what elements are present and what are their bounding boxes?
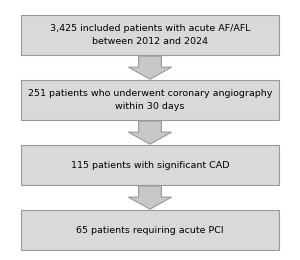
Text: 251 patients who underwent coronary angiography
within 30 days: 251 patients who underwent coronary angi… bbox=[28, 89, 272, 111]
Polygon shape bbox=[128, 121, 172, 144]
FancyBboxPatch shape bbox=[21, 210, 279, 250]
FancyBboxPatch shape bbox=[21, 145, 279, 185]
Text: 115 patients with significant CAD: 115 patients with significant CAD bbox=[71, 161, 229, 170]
FancyBboxPatch shape bbox=[21, 15, 279, 55]
Text: 65 patients requiring acute PCI: 65 patients requiring acute PCI bbox=[76, 226, 224, 235]
Polygon shape bbox=[128, 56, 172, 79]
Text: 3,425 included patients with acute AF/AFL
between 2012 and 2024: 3,425 included patients with acute AF/AF… bbox=[50, 24, 250, 46]
FancyBboxPatch shape bbox=[21, 80, 279, 120]
Polygon shape bbox=[128, 186, 172, 209]
